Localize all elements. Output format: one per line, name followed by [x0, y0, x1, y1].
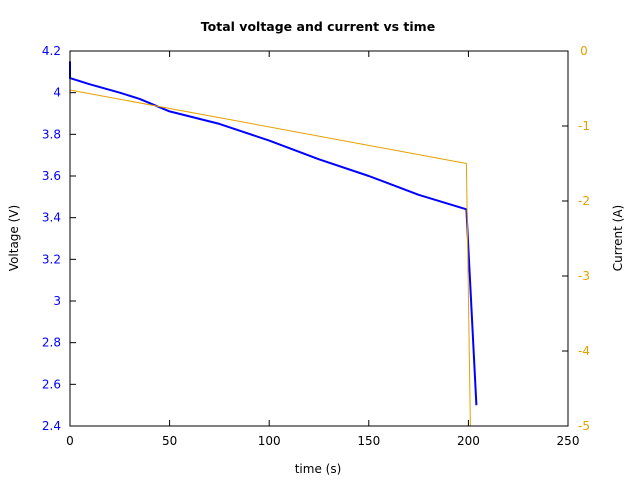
y-tick-label: 2.4 — [42, 419, 61, 433]
x-tick-label: 200 — [457, 434, 480, 448]
ticks-layer: 0 50 100 150 200 250 2.4 2.6 2.8 3 3.2 3.4 3.6 3.8 4 4.… — [42, 44, 590, 448]
x-tick-label: 50 — [162, 434, 177, 448]
y-tick-label: 3.8 — [42, 127, 61, 141]
y-tick-label: 2.8 — [42, 336, 61, 350]
x-tick-label: 0 — [66, 434, 74, 448]
y-tick-label: 2.6 — [42, 377, 61, 391]
x-tick-label: 150 — [357, 434, 380, 448]
y-tick-label: 4.2 — [42, 44, 61, 58]
y-axis-label-voltage: Voltage (V) — [7, 205, 21, 271]
series-current-line — [69, 89, 471, 427]
x-axis-label: time (s) — [295, 462, 342, 476]
plot-frame — [69, 50, 569, 427]
y-tick-label: 3.4 — [42, 211, 61, 225]
series-layer — [69, 61, 478, 427]
y2-tick-label: -4 — [578, 344, 590, 358]
y2-tick-label: -2 — [578, 194, 590, 208]
chart-title: Total voltage and current vs time — [201, 19, 435, 34]
series-voltage-line — [69, 61, 478, 406]
x-tick-label: 100 — [258, 434, 281, 448]
y2-axis-label-current: Current (A) — [611, 205, 625, 271]
y-tick-label: 3.2 — [42, 252, 61, 266]
y-tick-label: 3 — [53, 294, 61, 308]
y-tick-label: 4 — [53, 86, 61, 100]
y-tick-label: 3.6 — [42, 169, 61, 183]
y2-tick-label: -3 — [578, 269, 590, 283]
y2-tick-label: -1 — [578, 119, 590, 133]
x-tick-label: 250 — [557, 434, 580, 448]
y2-tick-label: -5 — [578, 419, 590, 433]
y2-tick-label: 0 — [580, 44, 588, 58]
